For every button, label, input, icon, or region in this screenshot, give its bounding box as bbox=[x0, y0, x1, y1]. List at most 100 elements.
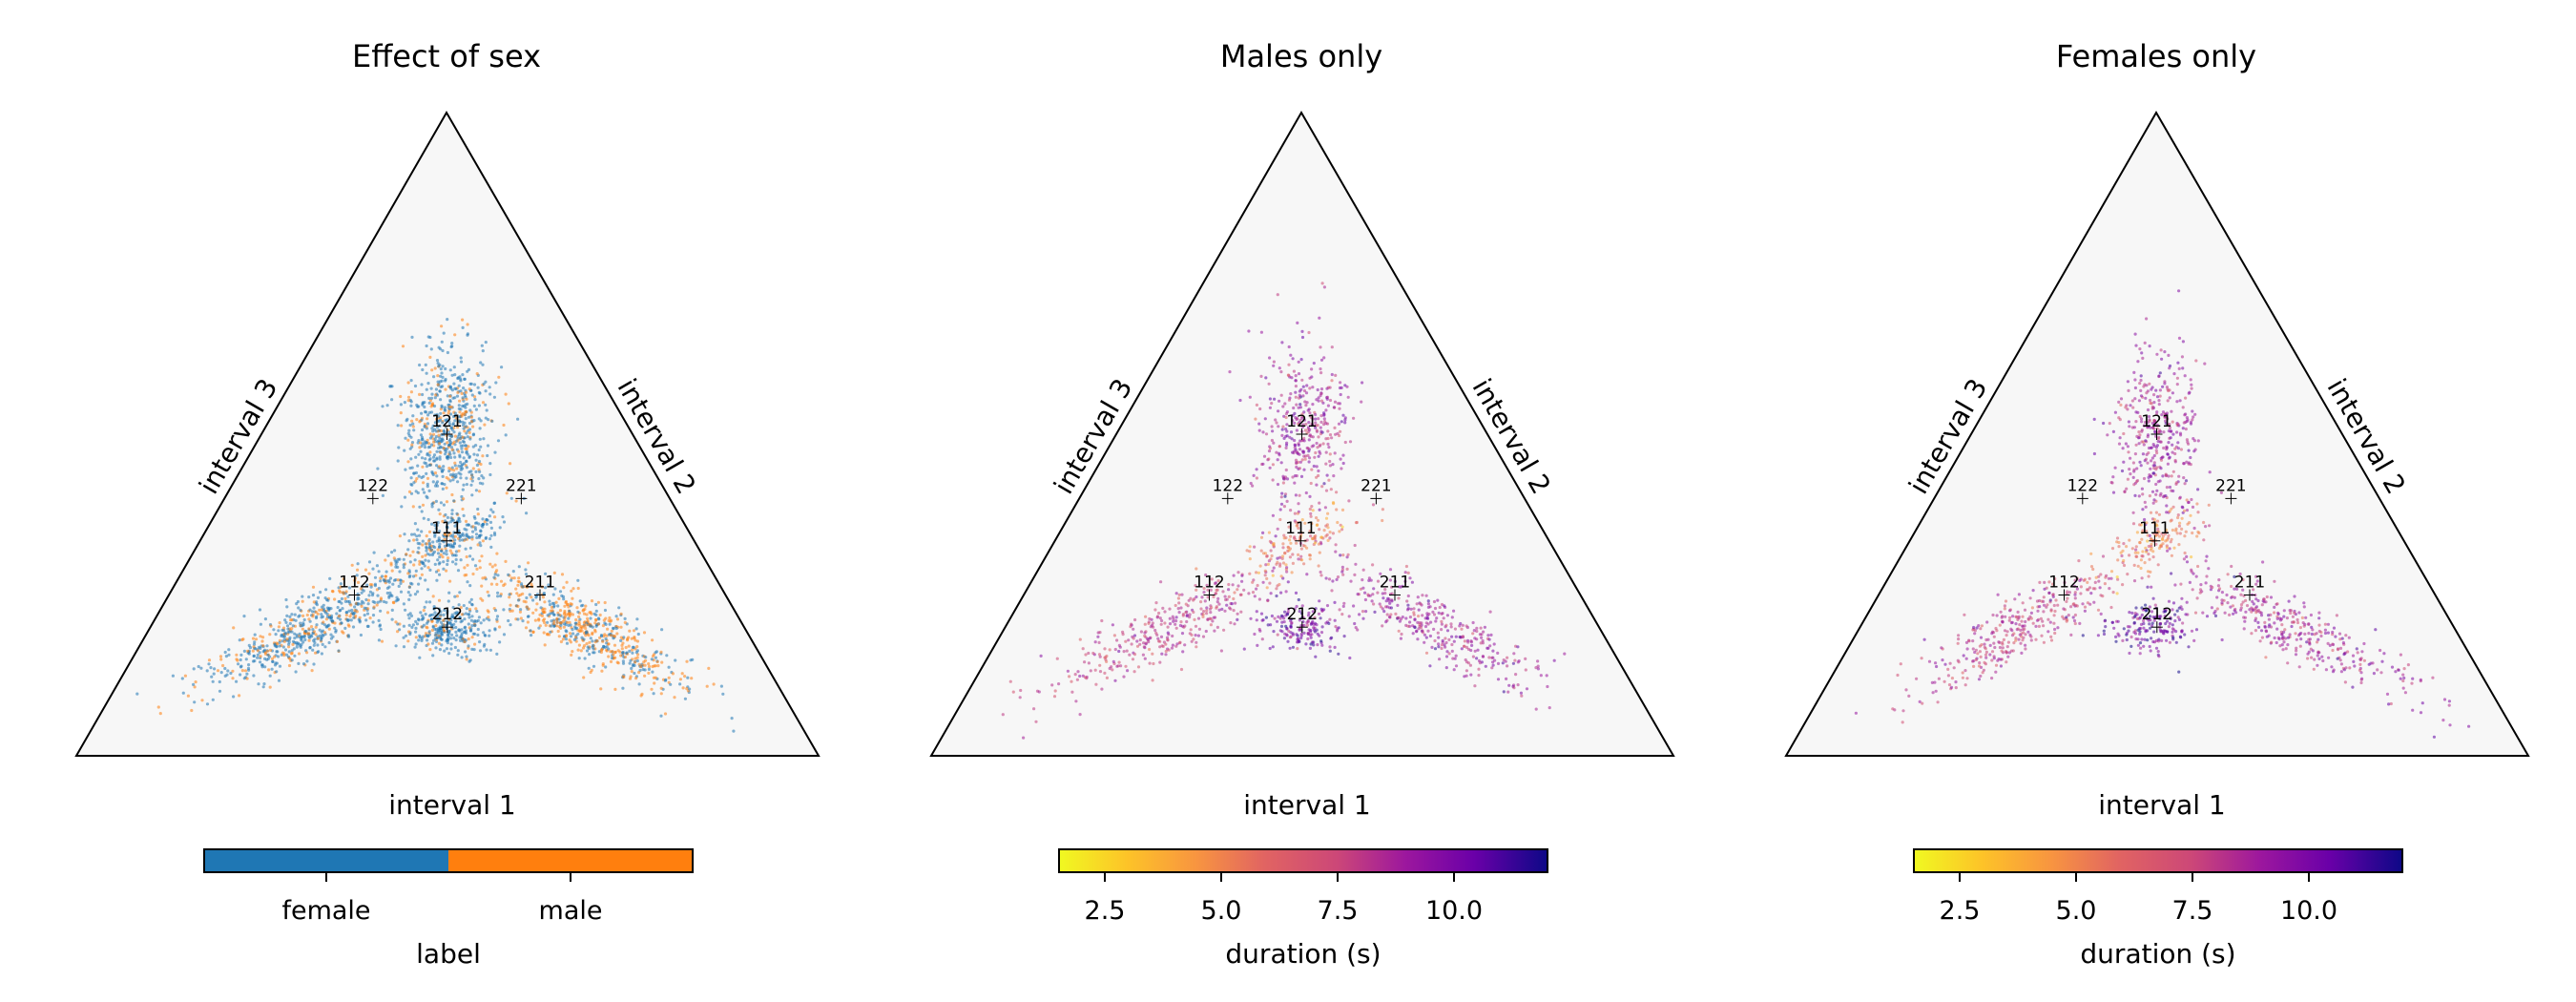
data-point bbox=[498, 625, 502, 629]
data-point bbox=[1174, 616, 1178, 619]
data-point bbox=[1319, 607, 1323, 611]
data-point bbox=[1298, 460, 1302, 464]
data-point bbox=[1298, 493, 1301, 497]
data-point bbox=[406, 591, 410, 595]
data-point bbox=[1304, 422, 1308, 427]
data-point bbox=[2181, 427, 2185, 430]
data-point bbox=[359, 587, 364, 591]
data-point bbox=[1078, 637, 1082, 641]
data-point bbox=[525, 605, 529, 609]
data-point bbox=[378, 624, 382, 628]
data-point bbox=[1397, 596, 1401, 600]
data-point bbox=[507, 573, 510, 577]
data-point bbox=[438, 442, 442, 446]
data-point bbox=[493, 450, 497, 454]
data-point bbox=[1180, 624, 1185, 628]
data-point bbox=[2038, 580, 2042, 585]
data-point bbox=[1300, 378, 1304, 382]
data-point bbox=[487, 616, 490, 619]
data-point bbox=[467, 523, 471, 527]
data-point bbox=[2132, 483, 2136, 487]
data-point bbox=[2010, 620, 2014, 624]
data-point bbox=[1378, 602, 1381, 606]
data-point bbox=[515, 592, 519, 595]
data-point bbox=[1307, 611, 1311, 615]
data-point bbox=[427, 396, 431, 400]
data-point bbox=[1308, 616, 1312, 620]
data-point bbox=[430, 392, 434, 396]
data-point bbox=[2166, 462, 2170, 466]
data-point bbox=[631, 645, 635, 650]
data-point bbox=[1334, 373, 1338, 377]
data-point bbox=[480, 584, 484, 588]
data-point bbox=[1143, 622, 1147, 626]
data-point bbox=[281, 626, 286, 630]
data-point bbox=[454, 472, 458, 476]
data-point bbox=[443, 544, 447, 548]
data-point bbox=[180, 677, 184, 680]
colorbar-tick-label: 10.0 bbox=[1425, 896, 1483, 926]
data-point bbox=[419, 433, 423, 437]
data-point bbox=[492, 501, 496, 506]
data-point bbox=[450, 509, 454, 512]
data-point bbox=[2199, 583, 2203, 587]
data-point bbox=[2121, 447, 2125, 450]
data-point bbox=[432, 607, 436, 611]
data-point bbox=[604, 622, 608, 627]
data-point bbox=[509, 623, 512, 627]
data-point bbox=[570, 653, 573, 658]
data-point bbox=[1195, 588, 1198, 592]
data-point bbox=[2042, 603, 2046, 607]
data-point bbox=[466, 580, 469, 584]
data-point bbox=[1324, 450, 1328, 454]
data-point bbox=[423, 605, 426, 610]
data-point bbox=[1112, 634, 1116, 637]
data-point bbox=[1326, 429, 1330, 433]
data-point bbox=[573, 621, 577, 625]
data-point bbox=[1397, 616, 1401, 620]
data-point bbox=[1286, 580, 1290, 584]
data-point bbox=[1309, 622, 1313, 626]
data-point bbox=[627, 636, 631, 639]
data-point bbox=[2339, 670, 2343, 674]
data-point bbox=[362, 601, 365, 605]
data-point bbox=[1055, 657, 1059, 660]
data-point bbox=[1297, 597, 1300, 602]
data-point bbox=[2165, 446, 2169, 449]
data-point bbox=[1201, 613, 1205, 616]
reference-point-label: 121 bbox=[1286, 412, 1317, 431]
data-point bbox=[1972, 625, 1976, 630]
data-point bbox=[1138, 638, 1142, 642]
data-point bbox=[559, 623, 563, 628]
data-point bbox=[368, 616, 372, 620]
data-point bbox=[1331, 532, 1335, 535]
data-point bbox=[421, 503, 426, 507]
data-point bbox=[489, 582, 494, 586]
data-point bbox=[495, 582, 499, 587]
data-point bbox=[1957, 637, 1961, 641]
data-point bbox=[1209, 623, 1213, 627]
data-point bbox=[2207, 567, 2211, 571]
data-point bbox=[256, 653, 260, 657]
data-point bbox=[2126, 445, 2129, 449]
data-point bbox=[1468, 663, 1472, 667]
data-point bbox=[355, 610, 359, 614]
data-point bbox=[1177, 611, 1181, 615]
data-point bbox=[405, 553, 408, 556]
data-point bbox=[2177, 366, 2181, 370]
data-point bbox=[480, 344, 484, 347]
data-point bbox=[481, 401, 486, 405]
data-point bbox=[1206, 595, 1210, 599]
data-point bbox=[1384, 620, 1388, 624]
data-point bbox=[2187, 449, 2191, 452]
data-point bbox=[2297, 665, 2301, 669]
data-point bbox=[435, 359, 440, 363]
data-point bbox=[2155, 451, 2159, 455]
data-point bbox=[1297, 526, 1300, 531]
data-point bbox=[1103, 671, 1107, 676]
data-point bbox=[617, 606, 621, 610]
data-point bbox=[237, 662, 240, 666]
data-point bbox=[2129, 404, 2132, 407]
data-point bbox=[1299, 612, 1304, 616]
